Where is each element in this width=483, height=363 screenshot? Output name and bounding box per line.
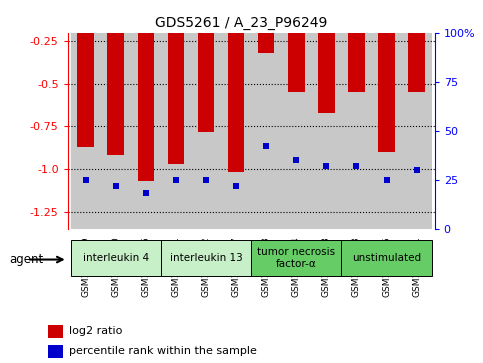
Bar — [408, 0, 425, 92]
Bar — [161, 240, 251, 276]
Text: interleukin 13: interleukin 13 — [170, 253, 242, 263]
Text: unstimulated: unstimulated — [352, 253, 421, 263]
Bar — [258, 0, 274, 53]
Bar — [161, 33, 191, 229]
Bar — [221, 33, 251, 229]
Bar — [251, 33, 281, 229]
Bar — [71, 33, 101, 229]
Bar — [371, 33, 401, 229]
Bar — [131, 33, 161, 229]
Text: interleukin 4: interleukin 4 — [83, 253, 149, 263]
Bar — [198, 0, 214, 131]
Bar — [281, 33, 312, 229]
Bar — [341, 240, 432, 276]
Bar — [77, 0, 94, 147]
Text: tumor necrosis
factor-α: tumor necrosis factor-α — [257, 247, 335, 269]
Bar — [288, 0, 305, 92]
Bar — [48, 325, 63, 338]
Bar — [378, 0, 395, 152]
Text: percentile rank within the sample: percentile rank within the sample — [69, 346, 256, 356]
Bar — [191, 33, 221, 229]
Bar — [138, 0, 154, 181]
Bar — [71, 240, 161, 276]
Bar — [228, 0, 244, 172]
Bar — [251, 240, 341, 276]
Bar — [101, 33, 131, 229]
Bar — [312, 33, 341, 229]
Text: GDS5261 / A_23_P96249: GDS5261 / A_23_P96249 — [156, 16, 327, 30]
Bar — [168, 0, 184, 164]
Text: agent: agent — [10, 253, 44, 266]
Bar — [48, 345, 63, 358]
Bar — [108, 0, 124, 155]
Bar — [341, 33, 371, 229]
Text: log2 ratio: log2 ratio — [69, 326, 122, 336]
Bar — [318, 0, 335, 113]
Bar — [348, 0, 365, 92]
Bar — [401, 33, 432, 229]
